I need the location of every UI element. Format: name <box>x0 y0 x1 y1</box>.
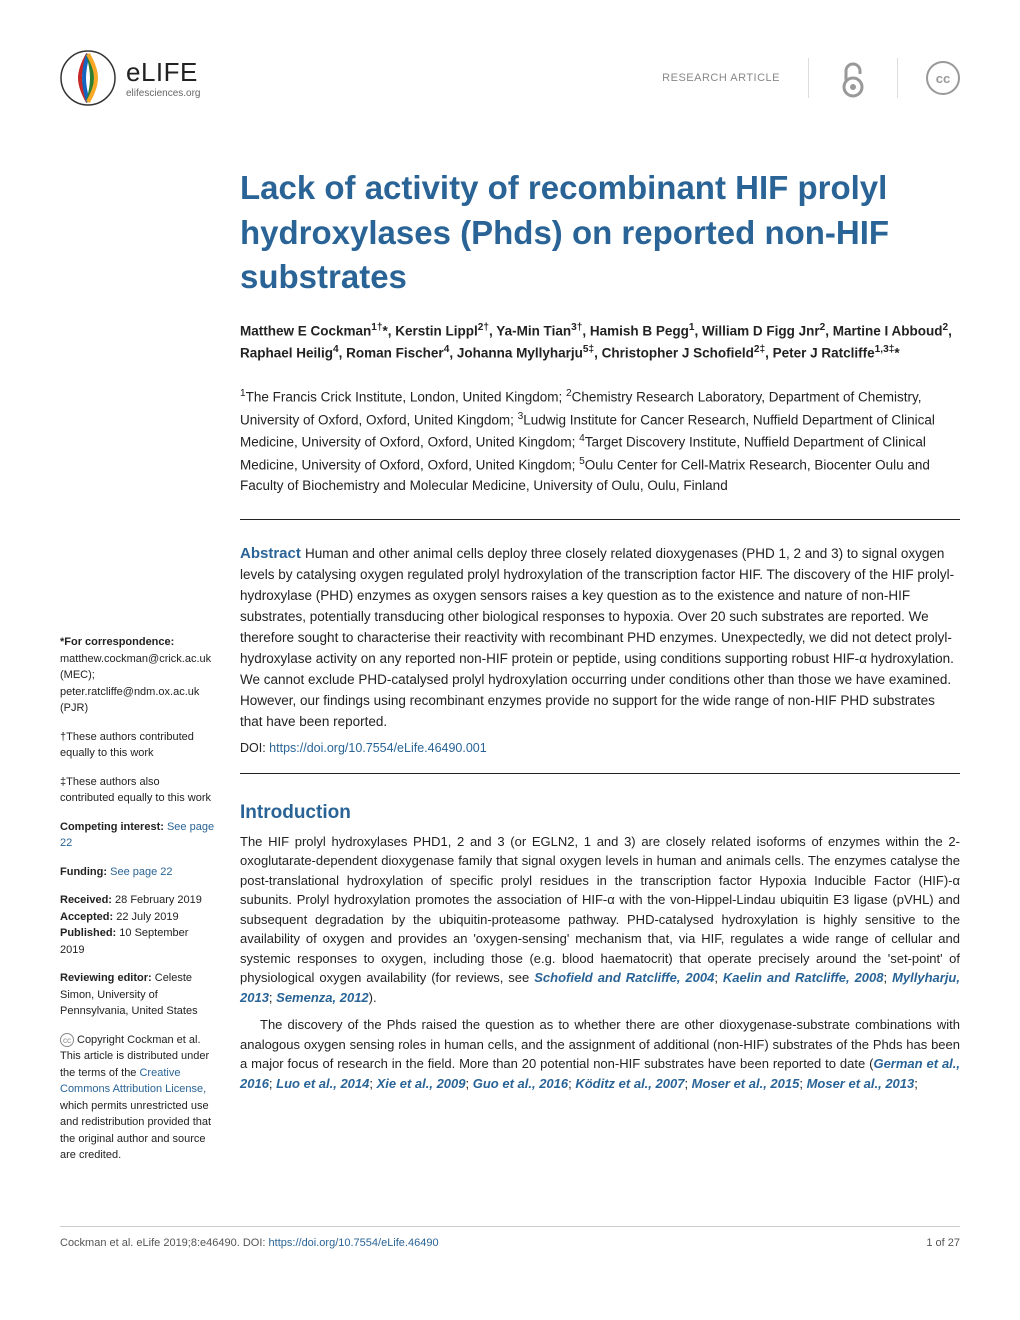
author-list: Matthew E Cockman1†*, Kerstin Lippl2†, Y… <box>240 320 960 365</box>
abstract-doi-label: DOI: <box>240 741 269 755</box>
page-header: eLIFE elifesciences.org RESEARCH ARTICLE… <box>60 50 960 106</box>
editor-label: Reviewing editor: <box>60 972 152 984</box>
intro-paragraph-2: The discovery of the Phds raised the que… <box>240 1015 960 1093</box>
article-type-label: RESEARCH ARTICLE <box>662 72 780 84</box>
main-column: Abstract Human and other animal cells de… <box>240 542 960 1176</box>
funding-link[interactable]: See page 22 <box>110 866 172 878</box>
footer-citation: Cockman et al. eLife 2019;8:e46490. <box>60 1237 240 1249</box>
competing-label: Competing interest: <box>60 821 164 833</box>
article-sidebar: *For correspondence: matthew.cockman@cri… <box>60 542 215 1176</box>
header-divider <box>808 58 809 98</box>
received-date: 28 February 2019 <box>115 894 202 906</box>
dagger-note: †These authors contributed equally to th… <box>60 729 215 762</box>
accepted-label: Accepted: <box>60 911 113 923</box>
open-access-icon <box>837 57 869 99</box>
journal-logo-block: eLIFE elifesciences.org <box>60 50 200 106</box>
correspondence-label: *For correspondence: <box>60 634 215 651</box>
published-label: Published: <box>60 927 116 939</box>
article-title: Lack of activity of recombinant HIF prol… <box>240 166 960 300</box>
header-right: RESEARCH ARTICLE cc <box>662 57 960 99</box>
copyright-tail: which permits unrestricted use and redis… <box>60 1100 211 1162</box>
section-divider <box>240 519 960 520</box>
footer-doi-link[interactable]: https://doi.org/10.7554/eLife.46490 <box>269 1237 439 1249</box>
copyright-block: ccCopyright Cockman et al. This article … <box>60 1032 215 1164</box>
journal-url[interactable]: elifesciences.org <box>126 88 200 99</box>
abstract-label: Abstract <box>240 545 305 562</box>
abstract-text: Human and other animal cells deploy thre… <box>240 546 954 729</box>
copyright-text: Copyright Cockman et al. This article is… <box>60 1034 209 1079</box>
section-divider <box>240 773 960 774</box>
header-divider <box>897 58 898 98</box>
footer-doi-label: DOI: <box>243 1237 266 1249</box>
ddagger-note: ‡These authors also contributed equally … <box>60 774 215 807</box>
elife-logo-icon <box>60 50 116 106</box>
correspondence-email-2[interactable]: peter.ratcliffe@ndm.ox.ac.uk (PJR) <box>60 684 215 717</box>
journal-name: eLIFE <box>126 57 200 88</box>
funding-label: Funding: <box>60 866 107 878</box>
introduction-heading: Introduction <box>240 802 960 824</box>
abstract-doi-link[interactable]: https://doi.org/10.7554/eLife.46490.001 <box>269 741 487 755</box>
affiliations: 1The Francis Crick Institute, London, Un… <box>240 386 960 497</box>
correspondence-email-1[interactable]: matthew.cockman@crick.ac.uk (MEC); <box>60 651 215 684</box>
accepted-date: 22 July 2019 <box>116 911 178 923</box>
page-number: 1 of 27 <box>926 1237 960 1249</box>
cc-license-icon: cc <box>926 61 960 95</box>
intro-paragraph-1: The HIF prolyl hydroxylases PHD1, 2 and … <box>240 832 960 1008</box>
received-label: Received: <box>60 894 112 906</box>
cc-small-icon: cc <box>60 1033 74 1047</box>
page-footer: Cockman et al. eLife 2019;8:e46490. DOI:… <box>60 1226 960 1249</box>
